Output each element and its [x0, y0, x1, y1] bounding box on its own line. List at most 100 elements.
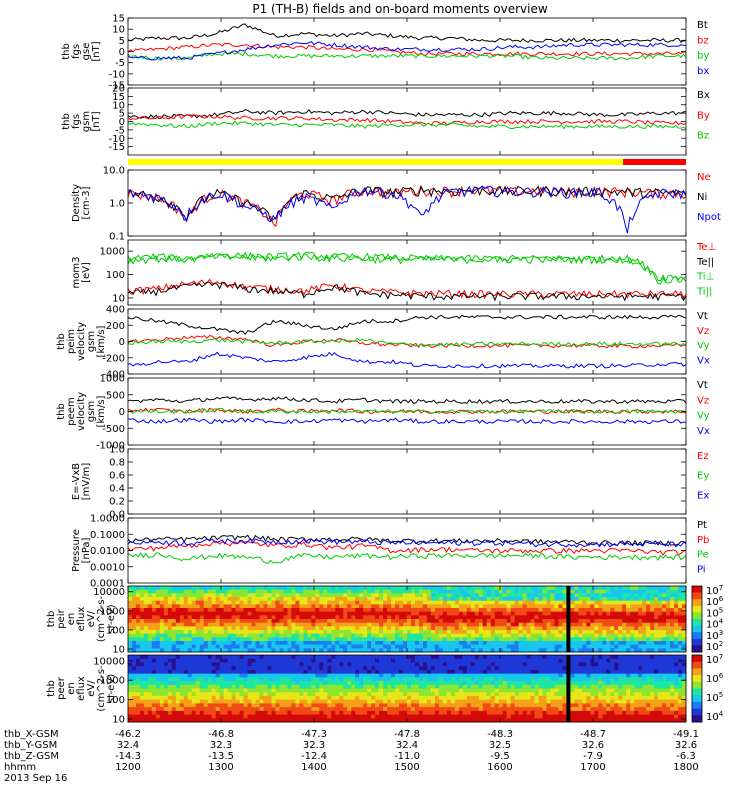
- spectrogram-cell: [590, 644, 595, 649]
- y-tick-label: 1.0000: [90, 514, 125, 525]
- colorbar-segment: [692, 605, 702, 613]
- spectrogram-cell: [590, 608, 595, 613]
- spectrogram-cell: [359, 586, 364, 591]
- spectrogram-cell: [367, 714, 372, 719]
- spectrogram-cell: [315, 692, 320, 697]
- spectrogram-cell: [255, 637, 261, 642]
- spectrogram-cell: [502, 641, 508, 646]
- spectrogram-cell: [518, 630, 524, 635]
- spectrogram-cell: [219, 630, 225, 635]
- spectrogram-cell: [355, 688, 360, 693]
- spectrogram-cell: [630, 600, 635, 605]
- spectrogram-cell: [518, 695, 524, 701]
- spectrogram-cell: [403, 593, 408, 598]
- spectrogram-cell: [155, 692, 161, 697]
- spectrogram-cell: [191, 593, 197, 598]
- spectrogram-cell: [490, 633, 496, 638]
- spectrogram-cell: [622, 600, 627, 605]
- spectrogram-cell: [387, 684, 392, 689]
- spectrogram-cell: [203, 641, 209, 646]
- spectrogram-cell: [147, 688, 153, 693]
- spectrogram-cell: [454, 669, 460, 675]
- spectrogram-cell: [418, 619, 424, 624]
- spectrogram-cell: [275, 666, 280, 671]
- spectrogram-cell: [363, 688, 368, 693]
- spectrogram-cell: [219, 710, 225, 716]
- spectrogram-cell: [554, 641, 559, 646]
- spectrogram-cell: [375, 597, 380, 602]
- spectrogram-cell: [143, 688, 149, 693]
- spectrogram-cell: [554, 626, 559, 631]
- spectrogram-cell: [414, 633, 420, 638]
- spectrogram-cell: [462, 641, 468, 646]
- spectrogram-cell: [315, 604, 320, 609]
- spectrogram-cell: [287, 600, 292, 605]
- spectrogram-cell: [530, 669, 536, 675]
- spectrogram-cell: [295, 586, 300, 591]
- spectrogram-cell: [131, 589, 137, 594]
- spectrogram-cell: [526, 641, 532, 646]
- spectrogram-cell: [327, 695, 332, 701]
- spectrogram-cell: [247, 662, 253, 667]
- spectrogram-cell: [283, 586, 288, 591]
- spectrogram-cell: [375, 707, 380, 712]
- spectrogram-cell: [474, 677, 480, 682]
- spectrogram-cell: [422, 648, 428, 653]
- spectrogram-cell: [562, 655, 567, 660]
- spectrogram-cell: [371, 633, 376, 638]
- spectrogram-cell: [331, 714, 336, 719]
- spectrogram-cell: [307, 644, 312, 649]
- spectrogram-cell: [506, 655, 512, 660]
- spectrogram-cell: [175, 666, 181, 671]
- spectrogram-cell: [395, 648, 400, 653]
- spectrogram-cell: [474, 637, 480, 642]
- spectrogram-cell: [247, 681, 253, 686]
- spectrogram-cell: [498, 589, 504, 594]
- spectrogram-cell: [434, 688, 440, 693]
- y-tick-label: 15: [112, 92, 125, 103]
- spectrogram-cell: [395, 707, 400, 712]
- spectrogram-cell: [171, 669, 177, 675]
- spectrogram-cell: [307, 655, 312, 660]
- spectrogram-cell: [578, 593, 583, 598]
- spectrogram-cell: [530, 589, 536, 594]
- spectrogram-cell: [486, 703, 492, 708]
- spectrogram-cell: [259, 673, 265, 678]
- spectrogram-cell: [151, 604, 157, 609]
- spectrogram-cell: [247, 707, 253, 712]
- spectrogram-cell: [303, 641, 308, 646]
- spectrogram-cell: [403, 703, 408, 708]
- spectrogram-cell: [247, 655, 253, 660]
- spectrogram-cell: [159, 644, 165, 649]
- spectrogram-cell: [678, 633, 683, 638]
- spectrogram-cell: [291, 615, 296, 620]
- spectrogram-cell: [159, 611, 165, 616]
- spectrogram-cell: [578, 673, 583, 678]
- spectrogram-cell: [339, 589, 344, 594]
- spectrogram-cell: [654, 608, 659, 613]
- series-line-Ti⊥: [127, 251, 687, 283]
- spectrogram-cell: [271, 586, 276, 591]
- spectrogram-cell: [582, 658, 587, 663]
- spectrogram-cell: [255, 648, 261, 653]
- spectrogram-cell: [367, 608, 372, 613]
- spectrogram-cell: [506, 673, 512, 678]
- spectrogram-cell: [458, 600, 464, 605]
- spectrogram-cell: [367, 593, 372, 598]
- spectrogram-cell: [470, 662, 476, 667]
- spectrogram-cell: [534, 688, 540, 693]
- spectrogram-cell: [570, 637, 575, 642]
- spectrogram-cell: [518, 633, 524, 638]
- spectrogram-cell: [510, 619, 516, 624]
- spectrogram-cell: [422, 692, 428, 697]
- spectrogram-cell: [434, 662, 440, 667]
- spectrogram-cell: [251, 699, 257, 704]
- spectrogram-cell: [227, 589, 233, 594]
- spectrogram-cell: [179, 718, 185, 723]
- spectrogram-cell: [622, 608, 627, 613]
- spectrogram-cell: [199, 658, 205, 663]
- spectrogram-cell: [299, 673, 304, 678]
- spectrogram-cell: [682, 648, 687, 653]
- spectrogram-cell: [371, 622, 376, 627]
- spectrogram-cell: [574, 593, 579, 598]
